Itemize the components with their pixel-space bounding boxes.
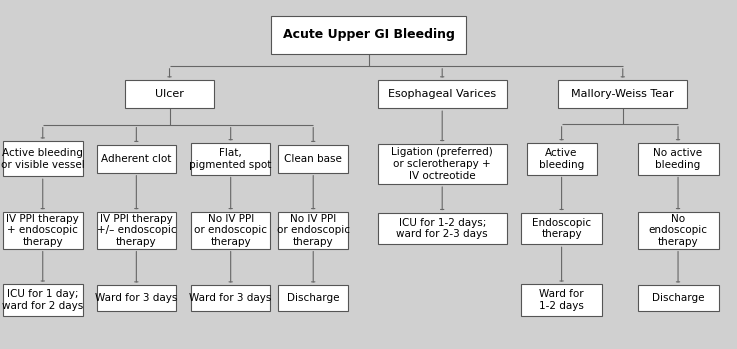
FancyBboxPatch shape	[191, 212, 270, 248]
FancyBboxPatch shape	[97, 145, 176, 173]
Text: No IV PPI
or endoscopic
therapy: No IV PPI or endoscopic therapy	[276, 214, 350, 247]
FancyBboxPatch shape	[270, 16, 466, 54]
FancyBboxPatch shape	[638, 285, 719, 312]
FancyBboxPatch shape	[279, 285, 348, 312]
Text: Adherent clot: Adherent clot	[101, 154, 172, 164]
FancyBboxPatch shape	[377, 213, 507, 244]
Text: Ward for
1-2 days: Ward for 1-2 days	[539, 289, 584, 311]
Text: Flat,
pigmented spot: Flat, pigmented spot	[189, 148, 272, 170]
FancyBboxPatch shape	[377, 80, 507, 108]
Text: No
endoscopic
therapy: No endoscopic therapy	[649, 214, 708, 247]
FancyBboxPatch shape	[521, 284, 602, 316]
Text: Mallory-Weiss Tear: Mallory-Weiss Tear	[571, 89, 674, 99]
Text: No active
bleeding: No active bleeding	[654, 148, 702, 170]
Text: Active bleeding
or visible vessel: Active bleeding or visible vessel	[1, 148, 85, 170]
Text: Ward for 3 days: Ward for 3 days	[95, 294, 178, 303]
Text: Ward for 3 days: Ward for 3 days	[189, 294, 272, 303]
FancyBboxPatch shape	[638, 143, 719, 174]
FancyBboxPatch shape	[125, 80, 214, 108]
Text: Clean base: Clean base	[284, 154, 342, 164]
FancyBboxPatch shape	[3, 141, 83, 176]
FancyBboxPatch shape	[97, 212, 176, 248]
FancyBboxPatch shape	[521, 213, 602, 244]
Text: Discharge: Discharge	[287, 294, 340, 303]
Text: IV PPI therapy
+/– endoscopic
therapy: IV PPI therapy +/– endoscopic therapy	[97, 214, 176, 247]
Text: Discharge: Discharge	[652, 294, 705, 303]
FancyBboxPatch shape	[279, 212, 348, 248]
Text: ICU for 1-2 days;
ward for 2-3 days: ICU for 1-2 days; ward for 2-3 days	[397, 218, 488, 239]
Text: Esophageal Varices: Esophageal Varices	[388, 89, 496, 99]
FancyBboxPatch shape	[638, 212, 719, 248]
FancyBboxPatch shape	[191, 285, 270, 312]
FancyBboxPatch shape	[377, 144, 507, 184]
Text: Ulcer: Ulcer	[155, 89, 184, 99]
FancyBboxPatch shape	[279, 145, 348, 173]
Text: ICU for 1 day;
ward for 2 days: ICU for 1 day; ward for 2 days	[2, 289, 83, 311]
FancyBboxPatch shape	[97, 285, 176, 312]
FancyBboxPatch shape	[3, 284, 83, 316]
Text: No IV PPI
or endoscopic
therapy: No IV PPI or endoscopic therapy	[194, 214, 268, 247]
FancyBboxPatch shape	[558, 80, 687, 108]
Text: Acute Upper GI Bleeding: Acute Upper GI Bleeding	[282, 28, 455, 42]
Text: IV PPI therapy
+ endoscopic
therapy: IV PPI therapy + endoscopic therapy	[7, 214, 79, 247]
Text: Active
bleeding: Active bleeding	[539, 148, 584, 170]
FancyBboxPatch shape	[3, 212, 83, 248]
FancyBboxPatch shape	[526, 143, 596, 174]
Text: Endoscopic
therapy: Endoscopic therapy	[532, 218, 591, 239]
Text: Ligation (preferred)
or sclerotherapy +
IV octreotide: Ligation (preferred) or sclerotherapy + …	[391, 147, 493, 181]
FancyBboxPatch shape	[191, 143, 270, 174]
